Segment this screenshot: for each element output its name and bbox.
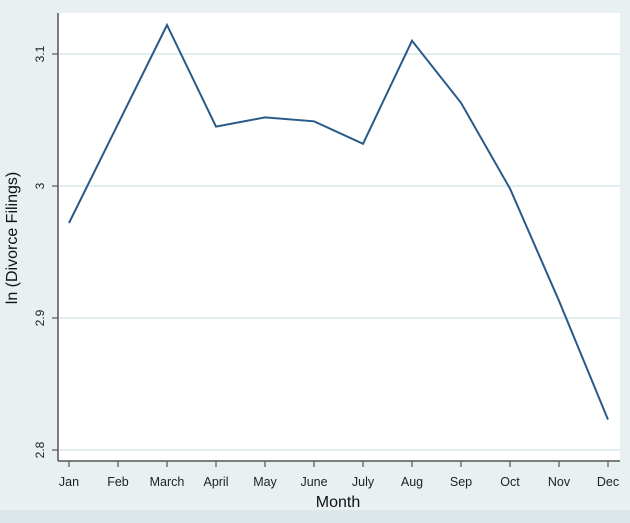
x-tick-label: Jan [59, 475, 79, 489]
x-tick-label: Nov [548, 475, 571, 489]
y-tick-label: 2.8 [33, 441, 47, 458]
x-tick-label: May [253, 475, 277, 489]
x-tick-label: March [150, 475, 185, 489]
x-tick-label: April [203, 475, 228, 489]
x-tick-label: June [300, 475, 327, 489]
y-tick-label: 3.1 [33, 45, 47, 62]
axes [57, 13, 620, 462]
y-tick-label: 3 [33, 182, 47, 189]
x-tick-label: Feb [107, 475, 129, 489]
x-axis-title: Month [315, 494, 361, 511]
plot-area [58, 13, 620, 461]
y-axis-ticks: 2.8 2.9 3 3.1 [33, 45, 58, 458]
data-line [68, 22, 609, 420]
x-tick-label: Dec [597, 475, 619, 489]
x-axis-ticks: Jan Feb March April May June July Aug Sep Oct Nov D… [59, 461, 619, 489]
x-tick-label: Oct [500, 475, 520, 489]
gridlines [58, 53, 620, 451]
x-tick-label: Aug [401, 475, 423, 489]
y-axis-title-text: ln (Divorce Filings) [4, 171, 21, 305]
y-tick-label: 2.9 [33, 309, 47, 326]
x-tick-label: Sep [450, 475, 472, 489]
x-tick-label: July [352, 475, 375, 489]
outer-background-band [0, 510, 630, 523]
